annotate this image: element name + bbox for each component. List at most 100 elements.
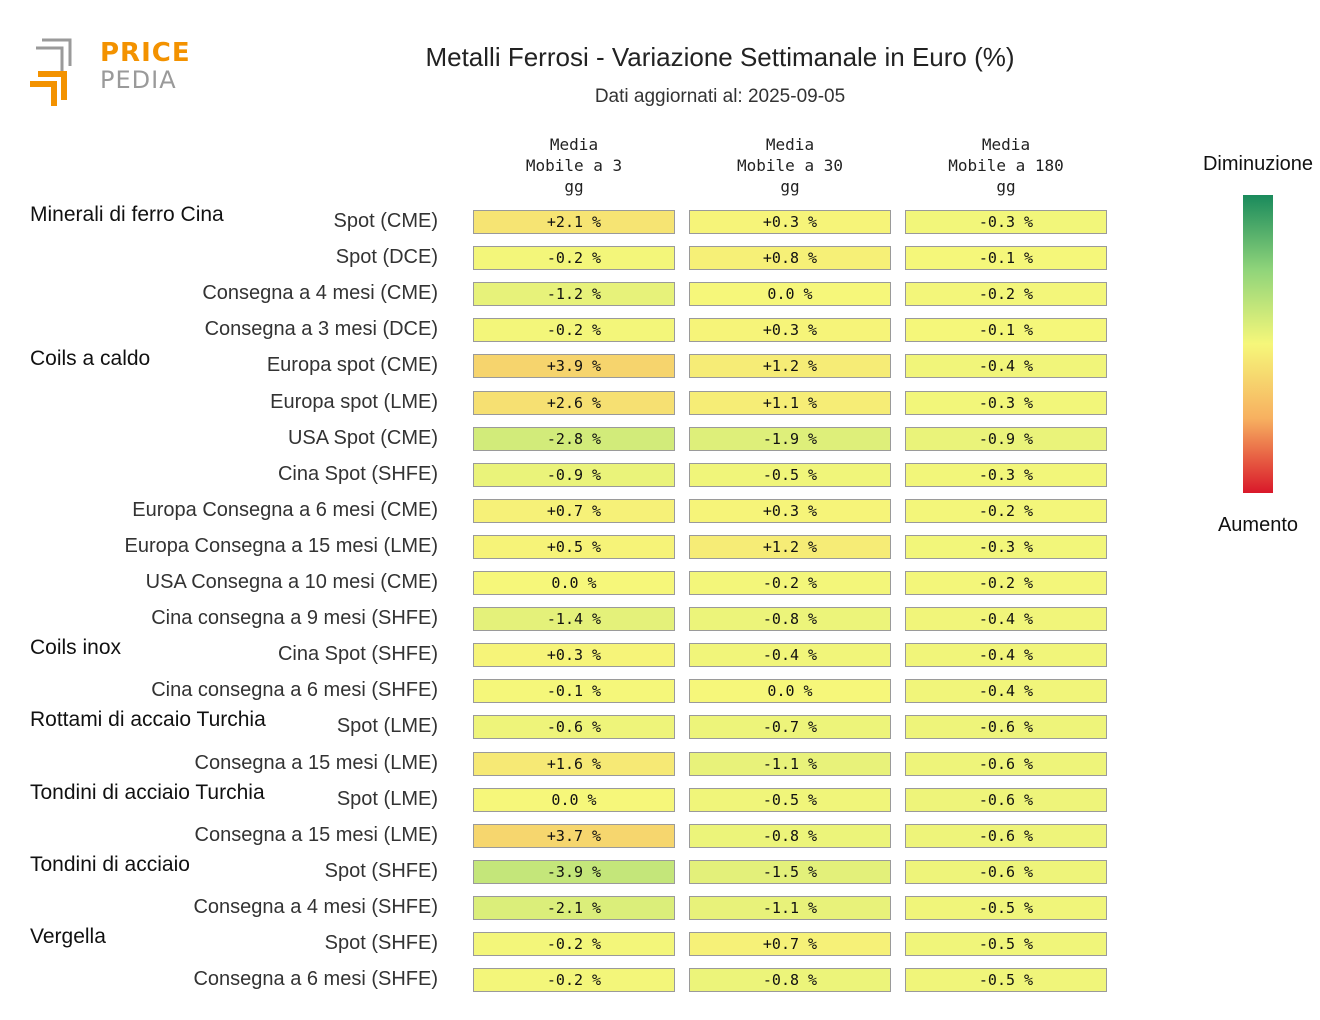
- row-label: Cina consegna a 6 mesi (SHFE): [151, 679, 438, 702]
- row-label: USA Spot (CME): [287, 426, 438, 449]
- heatmap-cell: -0.3 %: [905, 210, 1107, 234]
- heatmap-cell: -0.4 %: [905, 679, 1107, 704]
- heatmap-cell: -0.2 %: [473, 968, 675, 993]
- row-label: USA Consegna a 10 mesi (CME): [145, 571, 438, 593]
- heatmap-cell: -0.2 %: [905, 282, 1107, 307]
- heatmap-cell: -0.2 %: [473, 318, 675, 343]
- row-label: Cina Spot (SHFE): [277, 462, 438, 485]
- heatmap-cell: -0.6 %: [905, 859, 1107, 884]
- heatmap-cell: +0.7 %: [473, 498, 675, 523]
- heatmap-cell: +3.9 %: [473, 354, 675, 379]
- heatmap-cell: -0.5 %: [905, 932, 1107, 956]
- group-label: Tondini di acciaio Turchia: [30, 780, 265, 804]
- heatmap-cell: +0.5 %: [473, 534, 675, 559]
- heatmap-cell: -0.4 %: [905, 354, 1107, 379]
- heatmap-cell: -2.8 %: [473, 426, 675, 451]
- heatmap-cell: -1.2 %: [473, 282, 675, 307]
- row-label: Europa Consegna a 6 mesi (CME): [132, 498, 438, 521]
- heatmap-cell: -0.3 %: [905, 462, 1107, 487]
- heatmap-cell: -0.2 %: [689, 571, 891, 595]
- heatmap-cell: -0.5 %: [689, 462, 891, 487]
- chart-title: Metalli Ferrosi - Variazione Settimanale…: [425, 42, 1015, 72]
- group-label: Tondini di acciaio: [30, 852, 190, 876]
- legend-color-bar: [1243, 195, 1273, 493]
- heatmap-cell: +1.6 %: [473, 751, 675, 776]
- heatmap-cell: +0.7 %: [689, 932, 891, 956]
- row-label: Europa Consegna a 15 mesi (LME): [124, 534, 439, 557]
- pricepedia-logo: PRICE PEDIA: [28, 36, 191, 112]
- heatmap-cell: -0.2 %: [473, 932, 675, 956]
- heatmap-cell: -0.1 %: [905, 318, 1107, 343]
- logo-text-price: PRICE: [100, 38, 191, 68]
- heatmap-cell: -0.6 %: [905, 823, 1107, 848]
- heatmap-cell: +3.7 %: [473, 823, 675, 848]
- heatmap-cell: -0.9 %: [905, 426, 1107, 451]
- row-label: Spot (SHFE): [324, 932, 438, 954]
- row-label: Consegna a 15 mesi (LME): [194, 751, 438, 774]
- heatmap-cell: +1.2 %: [689, 354, 891, 379]
- row-label: Spot (DCE): [335, 246, 438, 269]
- heatmap-cell: -0.6 %: [905, 751, 1107, 776]
- heatmap-cell: -0.8 %: [689, 968, 891, 993]
- row-label: Europa spot (LME): [270, 390, 438, 413]
- heatmap-cell: -3.9 %: [473, 859, 675, 884]
- row-label: Spot (LME): [336, 715, 438, 738]
- row-label: Consegna a 4 mesi (CME): [202, 282, 438, 305]
- heatmap-cell: -0.5 %: [905, 968, 1107, 993]
- column-header: Media Mobile a 180 gg: [948, 135, 1064, 196]
- heatmap-cell: +0.8 %: [689, 246, 891, 271]
- heatmap-cell: -0.5 %: [689, 787, 891, 812]
- heatmap-cell: -2.1 %: [473, 895, 675, 920]
- heatmap-cell: -0.2 %: [473, 246, 675, 271]
- heatmap-cell: +0.3 %: [689, 498, 891, 523]
- row-label: Consegna a 3 mesi (DCE): [204, 318, 438, 341]
- heatmap-cell: +1.1 %: [689, 390, 891, 415]
- logo-text-pedia: PEDIA: [100, 66, 177, 94]
- heatmap-cell: +0.3 %: [473, 643, 675, 668]
- heatmap-cell: +2.1 %: [473, 210, 675, 234]
- column-header: Media Mobile a 3 gg: [525, 135, 623, 196]
- heatmap-cell: -0.1 %: [905, 246, 1107, 271]
- row-label: Europa spot (CME): [266, 354, 438, 377]
- row-label: Cina consegna a 9 mesi (SHFE): [151, 607, 438, 630]
- group-label: Coils a caldo: [30, 347, 151, 371]
- heatmap-cell: +0.3 %: [689, 210, 891, 234]
- heatmap-cell: -0.4 %: [905, 607, 1107, 632]
- legend-label-top: Diminuzione: [1202, 153, 1314, 175]
- heatmap-cell: -0.6 %: [905, 787, 1107, 812]
- heatmap-cell: 0.0 %: [473, 571, 675, 595]
- group-label: Coils inox: [30, 636, 122, 660]
- group-label: Rottami di accaio Turchia: [30, 708, 266, 732]
- legend-label-bottom: Aumento: [1217, 514, 1299, 536]
- heatmap-cell: -0.4 %: [905, 643, 1107, 668]
- heatmap-cell: +2.6 %: [473, 390, 675, 415]
- heatmap-cell: -1.1 %: [689, 751, 891, 776]
- heatmap-cell: +1.2 %: [689, 534, 891, 559]
- heatmap-cell: -1.4 %: [473, 607, 675, 632]
- heatmap-cell: 0.0 %: [689, 679, 891, 704]
- row-label: Spot (CME): [333, 210, 438, 232]
- heatmap-cell: -0.3 %: [905, 390, 1107, 415]
- heatmap-cell: -0.6 %: [905, 715, 1107, 740]
- row-label: Consegna a 4 mesi (SHFE): [193, 895, 438, 918]
- row-label: Spot (SHFE): [324, 859, 438, 882]
- heatmap-cell: +0.3 %: [689, 318, 891, 343]
- heatmap-cell: 0.0 %: [473, 787, 675, 812]
- row-label: Consegna a 6 mesi (SHFE): [193, 968, 438, 991]
- heatmap-cell: -0.2 %: [905, 571, 1107, 595]
- column-header: Media Mobile a 30 gg: [737, 135, 843, 196]
- heatmap-cell: -0.1 %: [473, 679, 675, 704]
- heatmap-cell: 0.0 %: [689, 282, 891, 307]
- heatmap-cell: -1.5 %: [689, 859, 891, 884]
- heatmap-cell: -0.3 %: [905, 534, 1107, 559]
- heatmap-cell: -1.1 %: [689, 895, 891, 920]
- logo-mark-icon: [30, 38, 72, 106]
- heatmap-cell: -0.8 %: [689, 607, 891, 632]
- heatmap-cell: -0.2 %: [905, 498, 1107, 523]
- row-label: Cina Spot (SHFE): [277, 643, 438, 666]
- group-label: Vergella: [30, 925, 106, 948]
- row-label: Consegna a 15 mesi (LME): [194, 823, 438, 846]
- heatmap-cell: -0.6 %: [473, 715, 675, 740]
- heatmap-cell: -1.9 %: [689, 426, 891, 451]
- heatmap-cell: -0.8 %: [689, 823, 891, 848]
